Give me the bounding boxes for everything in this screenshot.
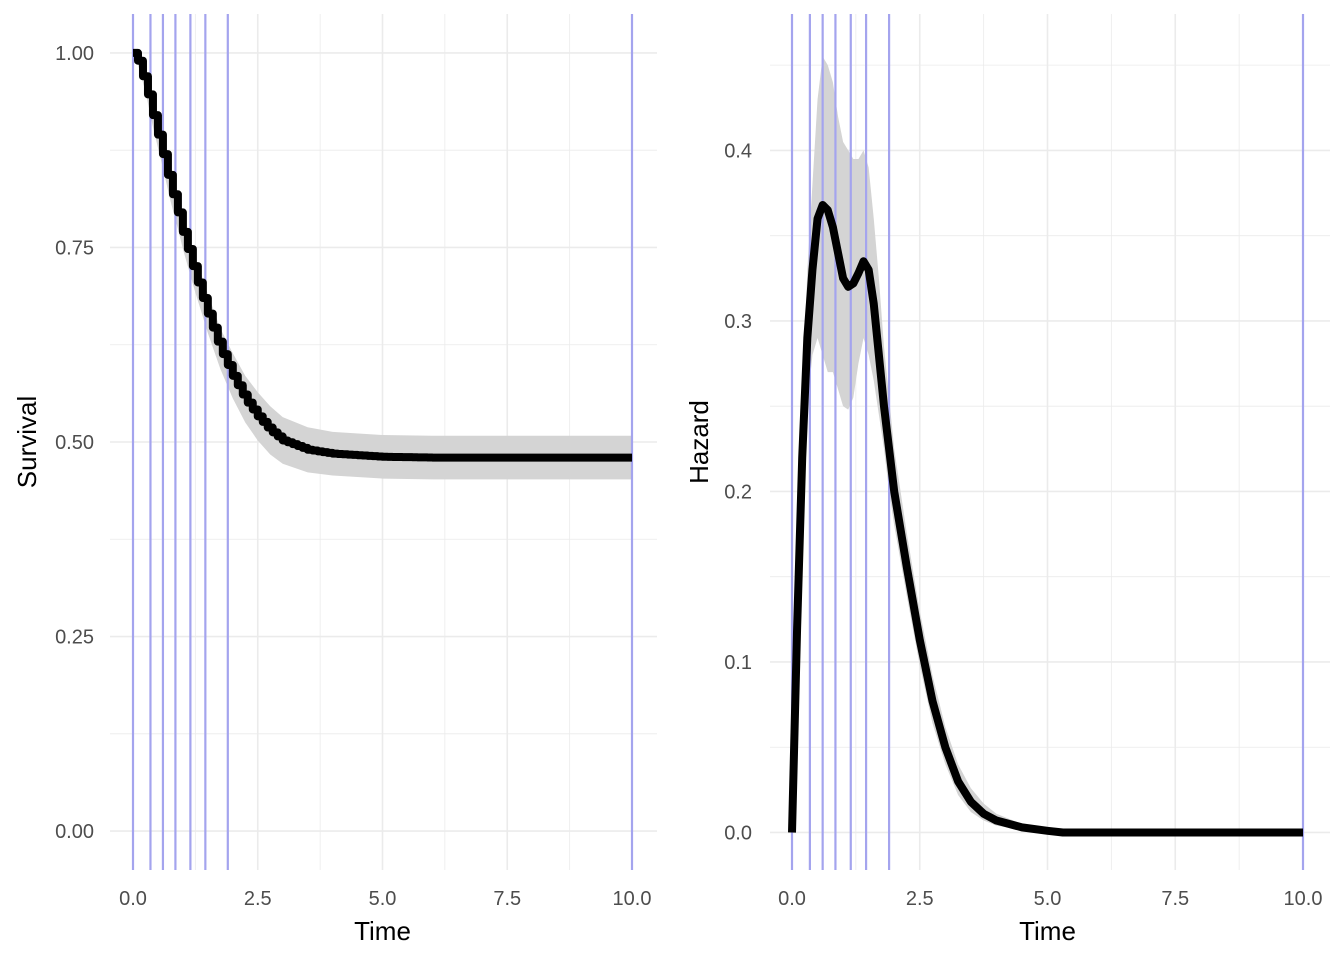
survival-x-tick-label: 5.0 xyxy=(369,888,397,910)
hazard-y-tick-label: 0.4 xyxy=(724,140,752,162)
survival-x-axis-title: Time xyxy=(354,916,411,946)
survival-panel: 0.0 2.5 5.0 7.5 10.0 0.00 0.25 0.50 0.75 1.00 Time… xyxy=(12,14,657,946)
survival-y-tick-label: 0.00 xyxy=(55,821,94,843)
survival-y-tick-label: 0.25 xyxy=(55,627,94,649)
survival-x-tick-label: 2.5 xyxy=(244,888,272,910)
hazard-x-tick-label: 0.0 xyxy=(778,888,806,910)
hazard-x-tick-label: 2.5 xyxy=(906,888,934,910)
survival-x-tick-label: 0.0 xyxy=(119,888,147,910)
hazard-y-tick-label: 0.0 xyxy=(724,822,752,844)
hazard-estimate-line xyxy=(788,200,1303,837)
hazard-x-axis-title: Time xyxy=(1019,916,1076,946)
survival-confidence-band xyxy=(133,52,632,480)
hazard-x-tick-label: 7.5 xyxy=(1161,888,1189,910)
hazard-y-tick-label: 0.1 xyxy=(724,652,752,674)
hazard-y-tick-label: 0.3 xyxy=(724,311,752,333)
survival-y-axis-title: Survival xyxy=(12,396,42,488)
survival-x-tick-label: 10.0 xyxy=(613,888,652,910)
hazard-y-tick-label: 0.2 xyxy=(724,481,752,503)
hazard-panel: 0.0 2.5 5.0 7.5 10.0 0.0 0.1 0.2 0.3 0.4 Time Hazar… xyxy=(684,14,1330,946)
survival-y-tick-label: 0.75 xyxy=(55,237,94,259)
hazard-y-axis-title: Hazard xyxy=(684,400,714,484)
survival-x-tick-label: 7.5 xyxy=(493,888,521,910)
survival-y-tick-label: 1.00 xyxy=(55,43,94,65)
hazard-x-tick-label: 10.0 xyxy=(1284,888,1323,910)
hazard-x-tick-label: 5.0 xyxy=(1034,888,1062,910)
survival-y-tick-label: 0.50 xyxy=(55,432,94,454)
survival-estimate-line xyxy=(133,48,632,462)
